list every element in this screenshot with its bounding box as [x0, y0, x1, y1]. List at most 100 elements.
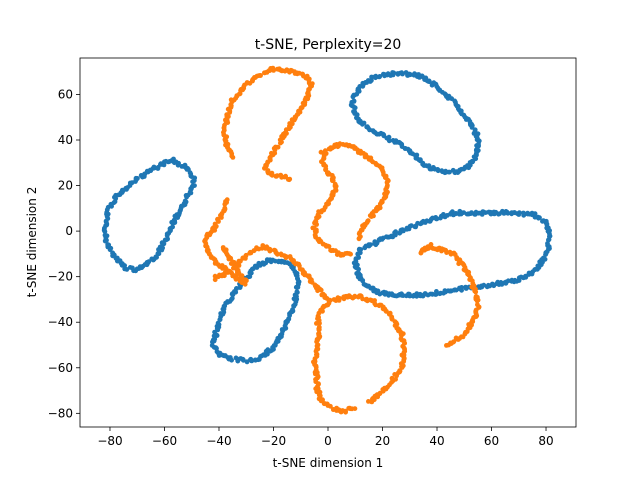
scatter-point [428, 242, 434, 247]
scatter-point [110, 250, 116, 256]
scatter-point [127, 265, 133, 270]
scatter-point [435, 168, 441, 174]
scatter-point [434, 289, 439, 294]
scatter-point [341, 294, 347, 300]
scatter-point [438, 215, 443, 221]
cluster-1-5 [311, 293, 408, 415]
scatter-point [212, 277, 218, 283]
y-axis-label: t-SNE dimension 2 [25, 187, 39, 298]
scatter-point [521, 210, 526, 216]
scatter-point [362, 245, 368, 251]
scatter-point [105, 242, 111, 247]
scatter-point [216, 219, 221, 224]
x-axis-label: t-SNE dimension 1 [273, 456, 384, 470]
scatter-point [387, 310, 393, 316]
scatter-point [313, 218, 318, 224]
scatter-point [403, 70, 409, 75]
scatter-point [360, 278, 366, 283]
scatter-point [446, 169, 452, 175]
scatter-point [459, 285, 464, 290]
scatter-point [316, 327, 322, 333]
scatter-point [437, 291, 443, 297]
scatter-point [474, 147, 479, 153]
scatter-point [276, 258, 282, 264]
scatter-point [411, 72, 417, 78]
scatter-point [263, 246, 269, 251]
x-axis-ticks: −80 −60 −40 −20 0 20 40 60 80 [97, 427, 554, 448]
scatter-point [318, 398, 324, 404]
scatter-point [431, 80, 437, 86]
scatter-point [372, 241, 377, 247]
scatter-point [312, 371, 318, 377]
cluster-0-0 [101, 156, 198, 274]
scatter-point [269, 170, 275, 176]
scatter-point [473, 294, 479, 299]
scatter-point [317, 320, 322, 326]
scatter-point [230, 155, 236, 160]
y-tick-label: −80 [48, 406, 73, 420]
y-tick-label: −20 [48, 270, 73, 284]
scatter-point [475, 302, 480, 308]
scatter-point [369, 214, 374, 220]
scatter-point [184, 194, 190, 200]
scatter-point [247, 270, 253, 276]
scatter-point [265, 168, 271, 173]
scatter-point [320, 291, 326, 297]
scatter-point [329, 176, 335, 182]
scatter-point [229, 357, 235, 363]
scatter-point [509, 277, 515, 283]
scatter-point [226, 114, 231, 119]
x-tick-label: 40 [429, 434, 444, 448]
cluster-0-2 [348, 70, 482, 176]
cluster-1-3 [310, 141, 391, 258]
scatter-point [210, 339, 215, 345]
y-tick-label: −60 [48, 361, 73, 375]
scatter-point [397, 230, 402, 236]
scatter-point [170, 220, 176, 226]
scatter-point [294, 289, 300, 295]
scatter-point [279, 252, 284, 258]
y-tick-label: 60 [58, 87, 73, 101]
x-tick-label: −60 [152, 434, 177, 448]
scatter-point [151, 164, 157, 170]
cluster-1-4 [418, 242, 482, 348]
scatter-point [322, 148, 328, 154]
scatter-point [331, 297, 337, 302]
scatter-point [230, 292, 236, 298]
scatter-point [334, 252, 340, 257]
scatter-point [544, 225, 550, 231]
y-tick-label: 40 [58, 133, 73, 147]
scatter-point [204, 243, 210, 249]
scatter-point [292, 71, 298, 76]
scatter-point [220, 245, 226, 250]
scatter-point [386, 138, 392, 144]
chart-title: t-SNE, Perplexity=20 [255, 37, 402, 53]
scatter-point [273, 174, 279, 179]
scatter-point [328, 247, 333, 253]
scatter-point [163, 237, 169, 243]
scatter-point [356, 266, 361, 272]
scatter-point [310, 225, 316, 231]
scatter-point [486, 282, 491, 288]
y-tick-label: 0 [65, 224, 73, 238]
scatter-point [343, 408, 348, 414]
scatter-point [212, 273, 218, 279]
scatter-point [359, 150, 365, 156]
scatter-point [332, 181, 338, 187]
scatter-point [172, 213, 178, 219]
y-tick-label: −40 [48, 315, 73, 329]
scatter-point [272, 247, 277, 253]
scatter-point [355, 88, 361, 93]
scatter-point [439, 168, 445, 174]
scatter-point [377, 74, 383, 79]
scatter-point [452, 287, 458, 293]
x-tick-label: −20 [261, 434, 286, 448]
scatter-point [175, 162, 181, 168]
x-tick-label: 80 [538, 434, 553, 448]
scatter-point [541, 218, 546, 224]
scatter-point [407, 293, 413, 299]
scatter-point [389, 375, 395, 381]
cluster-1-1 [221, 65, 315, 183]
scatter-point [124, 267, 130, 272]
